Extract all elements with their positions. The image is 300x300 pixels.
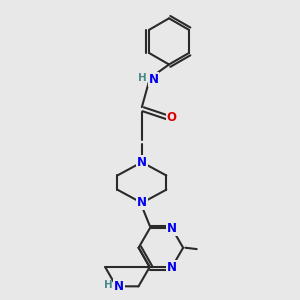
Text: N: N [167,222,177,235]
Text: N: N [137,196,147,209]
Text: N: N [148,73,158,86]
Text: N: N [167,260,177,274]
Text: O: O [167,111,177,124]
Text: N: N [114,280,124,293]
Text: H: H [138,73,147,83]
Text: N: N [137,156,147,169]
Text: H: H [104,280,113,290]
